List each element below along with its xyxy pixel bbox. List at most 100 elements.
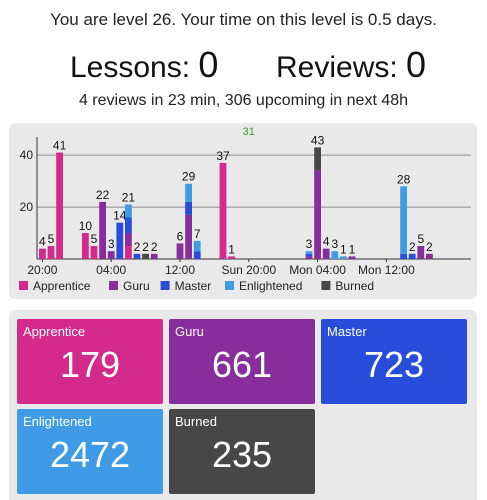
bar-total-label: 41	[53, 139, 67, 153]
legend-label-master: Master	[175, 279, 212, 293]
bar-segment-guru	[150, 253, 158, 259]
bar-segment-master	[185, 201, 192, 215]
stage-tile-enlightened[interactable]: Enlightened 2472	[17, 409, 163, 494]
bar-segment-apprentice	[125, 246, 132, 259]
bar-total-label: 6	[177, 229, 184, 243]
bar-total-label: 5	[48, 232, 55, 246]
y-tick-label: 20	[20, 200, 34, 214]
bar-segment-apprentice	[47, 246, 55, 259]
legend-swatch-enlightened	[225, 281, 234, 290]
bar-segment-enlightened	[400, 186, 407, 254]
stage-tile-burned[interactable]: Burned 235	[169, 409, 315, 494]
bar-total-label: 10	[79, 219, 93, 233]
bar-segment-guru	[322, 248, 330, 259]
lessons-count[interactable]: Lessons: 0	[70, 44, 218, 86]
srs-stage-panel: Apprentice 179 Guru 661 Master 723 Enlig…	[9, 310, 477, 500]
bar-segment-enlightened	[340, 256, 347, 259]
bar-segment-burned	[314, 147, 321, 171]
bar-total-label: 29	[182, 170, 196, 184]
stage-value: 2472	[49, 434, 131, 475]
bar-segment-enlightened	[331, 251, 339, 259]
bar-segment-apprentice	[90, 246, 98, 259]
legend-swatch-apprentice	[19, 281, 28, 290]
reviews-count[interactable]: Reviews: 0	[276, 44, 426, 86]
bar-segment-guru	[305, 256, 313, 259]
x-tick-label: 20:00	[27, 263, 57, 277]
legend-label-guru: Guru	[123, 279, 150, 293]
bar-total-label: 3	[108, 237, 115, 251]
bar-segment-apprentice	[39, 248, 46, 259]
bar-total-label: 2	[151, 240, 158, 254]
legend-swatch-master	[160, 281, 170, 290]
bar-segment-master	[408, 253, 416, 259]
legend-label-apprentice: Apprentice	[33, 279, 91, 293]
bar-segment-enlightened	[125, 204, 132, 218]
bar-total-label: 1	[340, 242, 347, 256]
stage-value: 661	[211, 344, 273, 385]
bar-segment-master	[133, 253, 141, 259]
stage-value: 235	[211, 434, 273, 475]
bar-segment-master	[116, 222, 124, 259]
upcoming-summary: 4 reviews in 23 min, 306 upcoming in nex…	[78, 92, 409, 109]
reviews-label: Reviews:	[276, 51, 398, 84]
bar-segment-apprentice	[228, 256, 235, 259]
bar-total-label: 5	[417, 232, 424, 246]
bar-total-label: 2	[426, 240, 433, 254]
x-tick-label: 04:00	[96, 263, 126, 277]
legend-label-burned: Burned	[335, 279, 374, 293]
bar-segment-enlightened	[193, 240, 201, 252]
bar-total-label: 1	[228, 242, 235, 256]
stage-label: Guru	[175, 324, 204, 339]
lessons-label: Lessons:	[70, 51, 191, 84]
chart-annotation: 31	[243, 126, 255, 138]
bar-segment-guru	[348, 256, 356, 259]
bar-total-label: 28	[397, 172, 411, 186]
level-status: You are level 26. Your time on this leve…	[50, 10, 437, 29]
bar-segment-guru	[185, 214, 192, 259]
bar-segment-master	[125, 217, 132, 234]
bar-segment-apprentice	[56, 152, 63, 259]
bar-segment-burned	[142, 253, 149, 259]
stage-label: Master	[327, 324, 367, 339]
bar-segment-guru	[107, 251, 115, 259]
y-tick-label: 40	[20, 148, 34, 162]
bar-segment-guru	[176, 243, 184, 259]
bar-segment-master	[305, 253, 313, 257]
bar-total-label: 1	[349, 242, 356, 256]
x-tick-label: 12:00	[165, 263, 195, 277]
x-tick-label: Mon 12:00	[358, 263, 415, 277]
queue-counts: Lessons: 0 Reviews: 0	[0, 44, 487, 86]
stage-value: 179	[59, 344, 121, 385]
stage-tile-apprentice[interactable]: Apprentice 179	[17, 319, 163, 404]
stage-tile-guru[interactable]: Guru 661	[169, 319, 315, 404]
stage-label: Burned	[175, 414, 217, 429]
bar-segment-master	[193, 251, 201, 259]
legend-swatch-burned	[321, 281, 331, 290]
stage-value: 723	[363, 344, 425, 385]
legend-swatch-guru	[109, 281, 118, 290]
stage-label: Enlightened	[23, 414, 92, 429]
bar-total-label: 7	[194, 227, 201, 241]
bar-total-label: 43	[311, 133, 325, 147]
bar-segment-enlightened	[305, 251, 313, 254]
bar-total-label: 2	[409, 240, 416, 254]
bar-total-label: 2	[142, 240, 149, 254]
lessons-value: 0	[198, 44, 219, 85]
bar-total-label: 14	[113, 209, 127, 223]
bar-total-label: 22	[96, 188, 110, 202]
bar-segment-enlightened	[185, 183, 192, 202]
bar-total-label: 37	[216, 149, 230, 163]
stage-label: Apprentice	[23, 324, 86, 339]
bar-total-label: 3	[306, 237, 313, 251]
legend-label-enlightened: Enlightened	[239, 279, 302, 293]
bar-segment-master	[400, 253, 407, 259]
bar-segment-guru	[314, 170, 321, 259]
bar-segment-guru	[426, 253, 433, 259]
bar-total-label: 3	[331, 237, 338, 251]
x-tick-label: Mon 04:00	[289, 263, 346, 277]
bar-total-label: 5	[91, 232, 98, 246]
bar-total-label: 21	[122, 190, 136, 204]
reviews-value: 0	[406, 44, 427, 85]
stage-tile-master[interactable]: Master 723	[321, 319, 467, 404]
